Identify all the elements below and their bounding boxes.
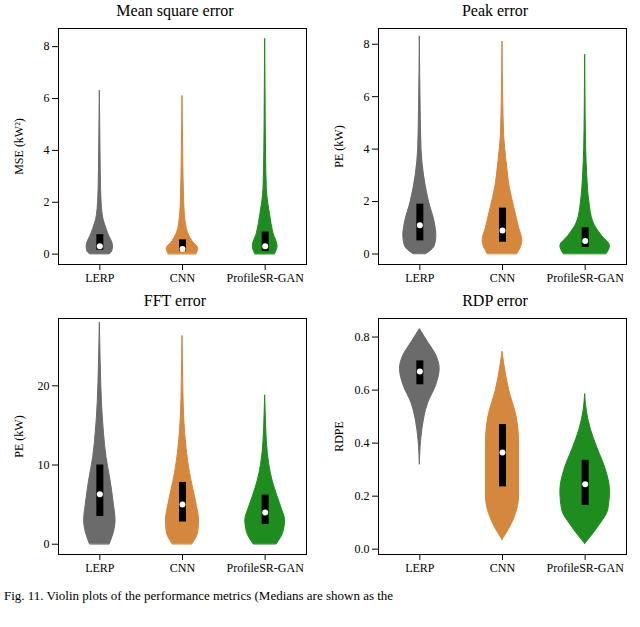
- svg-text:ProfileSR-GAN: ProfileSR-GAN: [546, 561, 624, 575]
- svg-text:0: 0: [44, 537, 50, 551]
- svg-text:CNN: CNN: [490, 271, 516, 285]
- svg-text:CNN: CNN: [170, 271, 196, 285]
- svg-text:0.6: 0.6: [355, 383, 370, 397]
- svg-text:0: 0: [364, 247, 370, 261]
- svg-text:LERP: LERP: [405, 271, 435, 285]
- html-text:Fig. 11. Violin plots of the p: Fig. 11. Violin plots of the performance…: [4, 588, 394, 603]
- svg-text:LERP: LERP: [85, 271, 115, 285]
- svg-text:0: 0: [44, 247, 50, 261]
- svg-text:8: 8: [44, 39, 50, 53]
- html-text:RDP error: RDP error: [462, 292, 528, 309]
- svg-text:PE (kW): PE (kW): [12, 415, 26, 457]
- svg-text:10: 10: [38, 458, 50, 472]
- svg-text:RDPE: RDPE: [332, 421, 346, 452]
- svg-text:ProfileSR-GAN: ProfileSR-GAN: [226, 561, 304, 575]
- svg-text:6: 6: [44, 91, 50, 105]
- svg-text:20: 20: [38, 379, 50, 393]
- svg-text:LERP: LERP: [85, 561, 115, 575]
- svg-text:CNN: CNN: [170, 561, 196, 575]
- svg-text:4: 4: [44, 143, 50, 157]
- svg-text:ProfileSR-GAN: ProfileSR-GAN: [546, 271, 624, 285]
- svg-text:MSE (kW²): MSE (kW²): [12, 118, 26, 175]
- svg-text:4: 4: [364, 142, 370, 156]
- svg-text:0.8: 0.8: [355, 330, 370, 344]
- svg-text:0.2: 0.2: [355, 489, 370, 503]
- html-text:Peak error: Peak error: [461, 2, 529, 19]
- svg-text:ProfileSR-GAN: ProfileSR-GAN: [226, 271, 304, 285]
- html-text:Mean square error: Mean square error: [116, 2, 234, 19]
- svg-text:6: 6: [364, 90, 370, 104]
- svg-text:8: 8: [364, 37, 370, 51]
- svg-text:CNN: CNN: [490, 561, 516, 575]
- html-text:FFT error: FFT error: [143, 292, 207, 309]
- svg-text:2: 2: [364, 194, 370, 208]
- svg-text:2: 2: [44, 195, 50, 209]
- svg-text:0.0: 0.0: [355, 542, 370, 556]
- svg-text:LERP: LERP: [405, 561, 435, 575]
- svg-text:0.4: 0.4: [355, 436, 370, 450]
- svg-text:PE (kW): PE (kW): [332, 125, 346, 167]
